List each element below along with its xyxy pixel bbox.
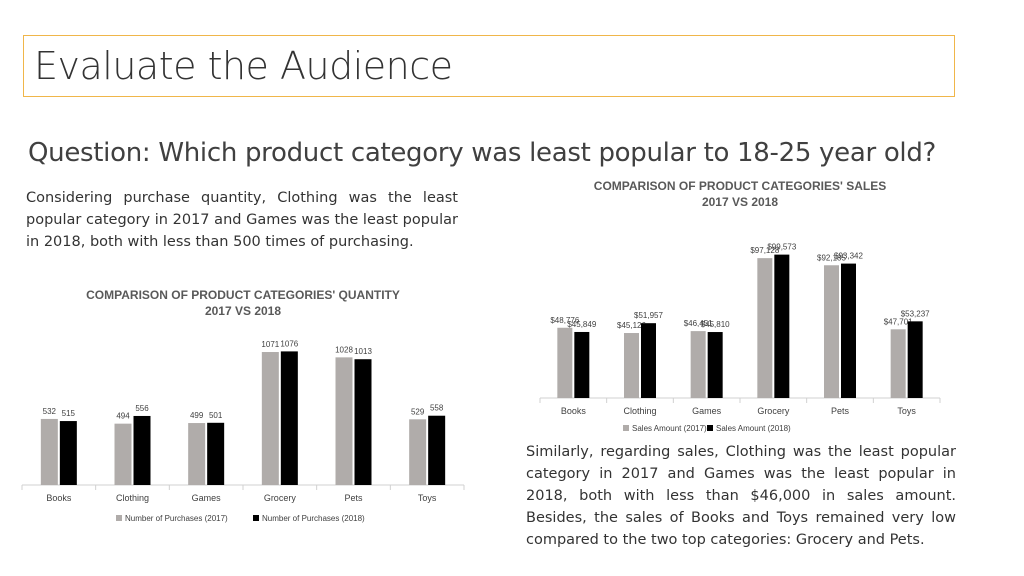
bar-2018	[707, 332, 723, 398]
data-label: $45,810	[701, 320, 730, 329]
legend-swatch	[707, 425, 713, 431]
data-label: $45,849	[567, 320, 596, 329]
x-tick-label: Books	[561, 406, 587, 416]
legend-label: Sales Amount (2018)	[716, 424, 791, 433]
bar-2017	[40, 418, 58, 485]
x-tick-label: Toys	[418, 493, 437, 503]
legend-label: Sales Amount (2017)	[632, 424, 707, 433]
data-label: 532	[43, 407, 57, 416]
data-label: 1076	[280, 339, 298, 348]
data-label: $51,957	[634, 311, 663, 320]
data-label: 1071	[261, 340, 279, 349]
bar-2018	[280, 351, 298, 485]
bar-2018	[59, 421, 77, 485]
bar-2018	[207, 422, 225, 485]
x-tick-label: Games	[192, 493, 222, 503]
legend-label: Number of Purchases (2017)	[125, 514, 228, 523]
legend-swatch	[623, 425, 629, 431]
bar-2018	[841, 263, 856, 398]
chart-subtitle: 2017 VS 2018	[702, 195, 778, 209]
bar-2017	[890, 329, 906, 398]
x-tick-label: Games	[692, 406, 722, 416]
data-label: 1013	[354, 347, 372, 356]
bar-2017	[557, 327, 573, 398]
legend-label: Number of Purchases (2018)	[262, 514, 365, 523]
x-tick-label: Toys	[897, 406, 916, 416]
data-label: $97,128	[750, 246, 779, 255]
legend-swatch	[116, 515, 122, 521]
bar-2018	[774, 254, 790, 398]
x-tick-label: Pets	[344, 493, 363, 503]
data-label: $46,451	[684, 319, 713, 328]
data-label: $45,126	[617, 321, 646, 330]
chart-title: COMPARISON OF PRODUCT CATEGORIES' SALES	[594, 179, 886, 193]
bar-2017	[261, 352, 279, 485]
x-tick-label: Pets	[831, 406, 850, 416]
data-label: 501	[209, 411, 223, 420]
bar-2018	[428, 415, 446, 485]
sales-paragraph: Similarly, regarding sales, Clothing was…	[526, 444, 956, 548]
legend-swatch	[253, 515, 259, 521]
bar-2018	[133, 415, 151, 485]
bar-2018	[907, 321, 923, 398]
bar-2018	[641, 323, 656, 398]
x-tick-label: Books	[46, 493, 72, 503]
bar-2017	[114, 423, 132, 485]
bar-2017	[188, 423, 206, 485]
data-label: 529	[411, 407, 425, 416]
question-heading: Question: Which product category was lea…	[28, 138, 937, 168]
data-label: 1028	[335, 345, 353, 354]
bar-2017	[409, 419, 427, 485]
bar-2017	[690, 331, 706, 398]
data-label: $53,237	[901, 309, 930, 318]
bar-2018	[574, 331, 590, 398]
data-label: 515	[62, 409, 76, 418]
data-label: 558	[430, 404, 444, 413]
slide-title-box: Evaluate the Audience	[23, 35, 955, 97]
data-label: 556	[135, 404, 149, 413]
data-label: 499	[190, 411, 204, 420]
data-label: $92,185	[817, 253, 846, 262]
chart-subtitle: 2017 VS 2018	[205, 304, 281, 318]
bar-2018	[354, 359, 372, 485]
x-tick-label: Clothing	[116, 493, 149, 503]
bar-2017	[757, 258, 773, 398]
slide-title: Evaluate the Audience	[34, 44, 453, 88]
data-label: $99,573	[767, 243, 796, 252]
quantity-paragraph: Considering purchase quantity, Clothing …	[26, 190, 458, 250]
sales-chart: COMPARISON OF PRODUCT CATEGORIES' SALES 2…	[539, 179, 941, 433]
chart-title: COMPARISON OF PRODUCT CATEGORIES' QUANTI…	[86, 288, 400, 302]
data-label: 494	[116, 412, 130, 421]
x-tick-label: Grocery	[264, 493, 297, 503]
x-tick-label: Grocery	[757, 406, 790, 416]
x-tick-label: Clothing	[623, 406, 656, 416]
data-label: $93,342	[834, 252, 863, 261]
data-label: $48,776	[550, 316, 579, 325]
bar-2017	[824, 265, 839, 398]
quantity-chart: COMPARISON OF PRODUCT CATEGORIES' QUANTI…	[21, 288, 465, 523]
data-label: $47,701	[884, 317, 913, 326]
bar-2017	[335, 357, 353, 485]
bar-2017	[624, 333, 639, 398]
